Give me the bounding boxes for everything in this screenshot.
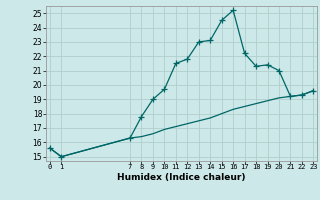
- X-axis label: Humidex (Indice chaleur): Humidex (Indice chaleur): [117, 173, 246, 182]
